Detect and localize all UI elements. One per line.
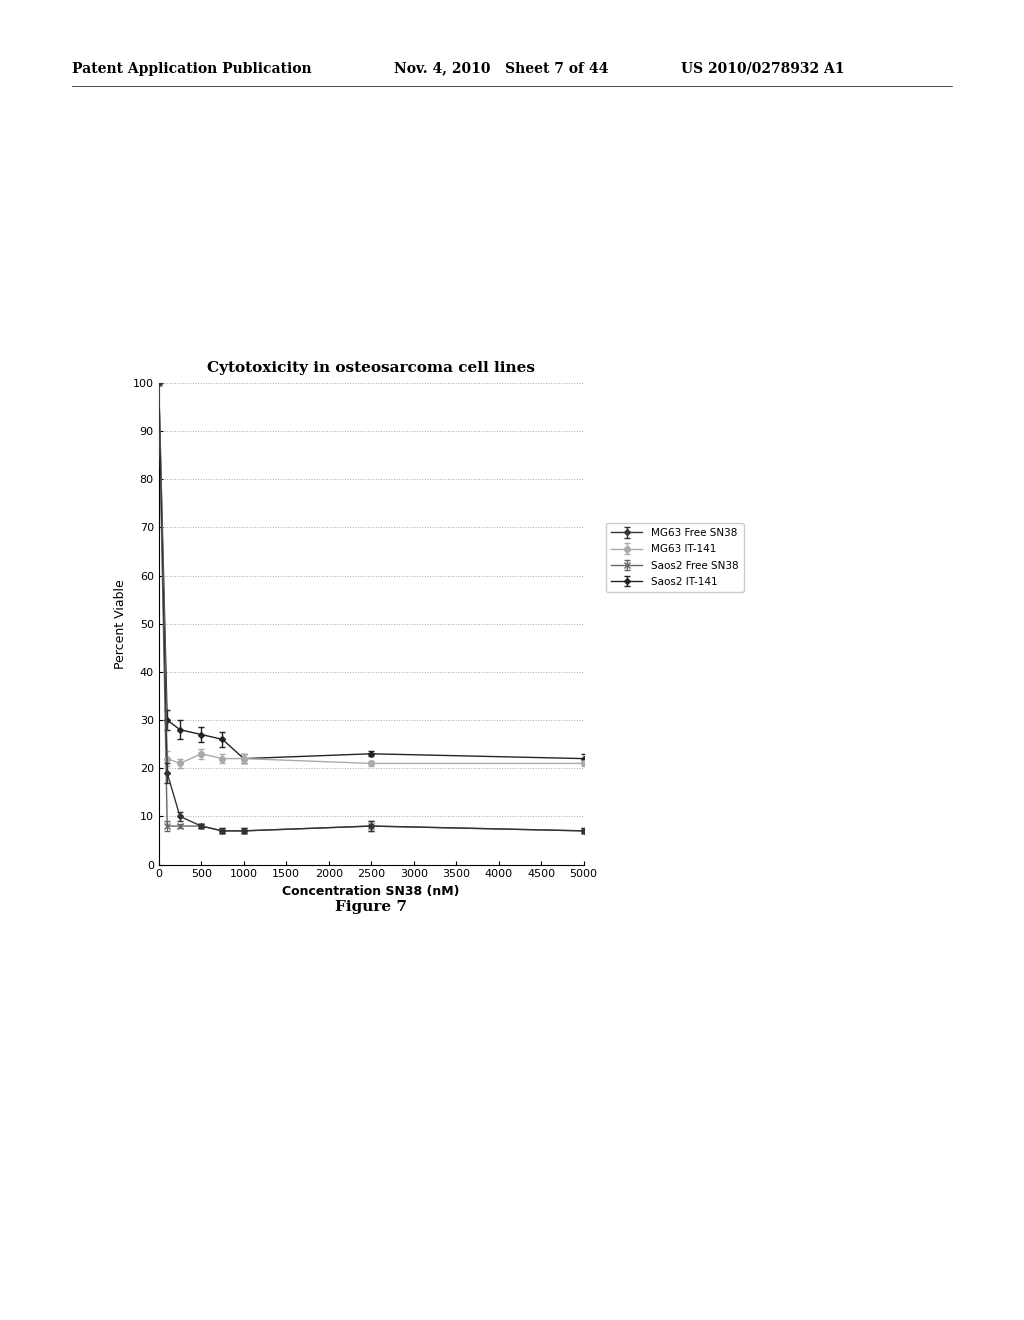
X-axis label: Concentration SN38 (nM): Concentration SN38 (nM)	[283, 884, 460, 898]
Legend: MG63 Free SN38, MG63 IT-141, Saos2 Free SN38, Saos2 IT-141: MG63 Free SN38, MG63 IT-141, Saos2 Free …	[606, 523, 743, 593]
Title: Cytotoxicity in osteosarcoma cell lines: Cytotoxicity in osteosarcoma cell lines	[207, 360, 536, 375]
Y-axis label: Percent Viable: Percent Viable	[115, 579, 127, 668]
Text: Patent Application Publication: Patent Application Publication	[72, 62, 311, 75]
Text: Figure 7: Figure 7	[335, 900, 407, 915]
Text: US 2010/0278932 A1: US 2010/0278932 A1	[681, 62, 845, 75]
Text: Nov. 4, 2010   Sheet 7 of 44: Nov. 4, 2010 Sheet 7 of 44	[394, 62, 608, 75]
